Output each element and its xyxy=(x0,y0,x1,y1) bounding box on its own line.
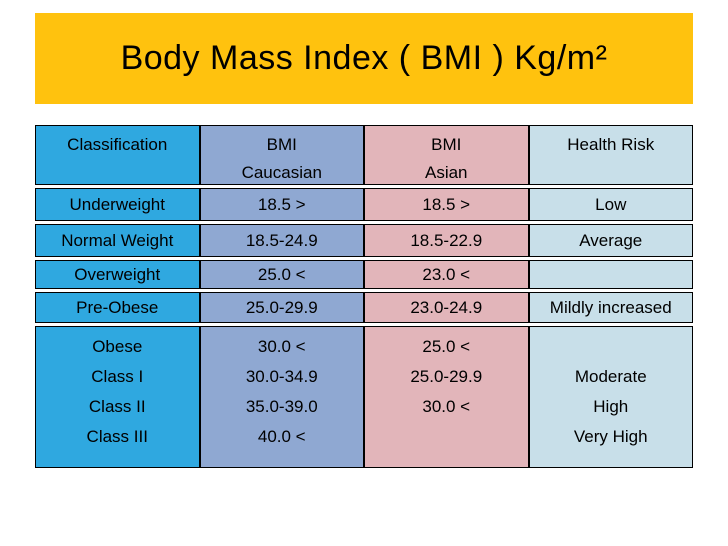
cell-bmi-asian: 18.5 > xyxy=(364,188,529,221)
cell-text: 25.0 < xyxy=(257,264,306,284)
header-label: Classification xyxy=(67,135,168,154)
cell-classification: Obese Class I Class II Class III xyxy=(35,326,200,468)
cell-bmi-caucasian: 25.0-29.9 xyxy=(199,292,364,323)
cell-classification: Overweight xyxy=(35,260,200,289)
cell-text: Pre-Obese xyxy=(76,297,159,317)
cell-text: High xyxy=(593,397,629,416)
header-cell-classification: Classification xyxy=(35,125,200,185)
header-cell-bmi-caucasian: BMI Caucasian xyxy=(199,125,364,185)
cell-text: 30.0-34.9 xyxy=(245,367,318,386)
cell-health-risk xyxy=(528,260,693,289)
header-label: BMI xyxy=(266,135,297,154)
header-label: BMI xyxy=(431,135,462,154)
header-label: Asian xyxy=(424,163,468,182)
cell-text: Moderate xyxy=(574,367,647,386)
cell-text: 30.0 < xyxy=(422,397,471,416)
header-cell-health-risk: Health Risk xyxy=(528,125,693,185)
cell-classification: Pre-Obese xyxy=(35,292,200,323)
cell-text: 25.0-29.9 xyxy=(245,297,318,317)
cell-health-risk: Mildly increased xyxy=(528,292,693,323)
cell-text: Overweight xyxy=(74,264,161,284)
cell-text: 35.0-39.0 xyxy=(245,397,318,416)
cell-health-risk: Low xyxy=(528,188,693,221)
cell-text: 30.0 < xyxy=(257,337,306,356)
cell-bmi-asian: 25.0 < 25.0-29.9 30.0 < xyxy=(364,326,529,468)
cell-health-risk: Moderate High Very High xyxy=(528,326,693,468)
cell-text: 18.5-22.9 xyxy=(410,230,483,250)
cell-text: 25.0 < xyxy=(422,337,471,356)
cell-bmi-caucasian: 18.5-24.9 xyxy=(199,224,364,257)
cell-text: 18.5 > xyxy=(257,194,306,214)
cell-text: 40.0 < xyxy=(257,427,306,446)
cell-bmi-asian: 23.0-24.9 xyxy=(364,292,529,323)
cell-text: 18.5-24.9 xyxy=(245,230,318,250)
header-label: Health Risk xyxy=(567,135,655,154)
cell-text: 18.5 > xyxy=(422,194,471,214)
cell-text: 23.0 < xyxy=(422,264,471,284)
cell-text: Underweight xyxy=(69,194,165,214)
cell-bmi-asian: 23.0 < xyxy=(364,260,529,289)
cell-bmi-asian: 18.5-22.9 xyxy=(364,224,529,257)
cell-health-risk: Average xyxy=(528,224,693,257)
cell-text: 23.0-24.9 xyxy=(410,297,483,317)
cell-classification: Underweight xyxy=(35,188,200,221)
cell-bmi-caucasian: 18.5 > xyxy=(199,188,364,221)
cell-classification: Normal Weight xyxy=(35,224,200,257)
page-title: Body Mass Index ( BMI ) Kg/m² xyxy=(120,39,608,77)
cell-bmi-caucasian: 25.0 < xyxy=(199,260,364,289)
cell-text: Class III xyxy=(86,427,148,446)
header-label: Caucasian xyxy=(241,163,322,182)
header-cell-bmi-asian: BMI Asian xyxy=(364,125,529,185)
cell-text: 25.0-29.9 xyxy=(410,367,483,386)
cell-text: Average xyxy=(579,230,643,250)
cell-text: Low xyxy=(595,194,627,214)
cell-text: Normal Weight xyxy=(61,230,174,250)
cell-bmi-caucasian: 30.0 < 30.0-34.9 35.0-39.0 40.0 < xyxy=(199,326,364,468)
cell-text: Class I xyxy=(91,367,144,386)
cell-text: Mildly increased xyxy=(549,297,672,317)
bmi-table: Classification BMI Caucasian BMI Asian H… xyxy=(35,125,693,468)
cell-text: Class II xyxy=(88,397,146,416)
cell-text: Very High xyxy=(573,427,648,446)
title-banner: Body Mass Index ( BMI ) Kg/m² xyxy=(35,13,693,104)
cell-text: Obese xyxy=(92,337,143,356)
